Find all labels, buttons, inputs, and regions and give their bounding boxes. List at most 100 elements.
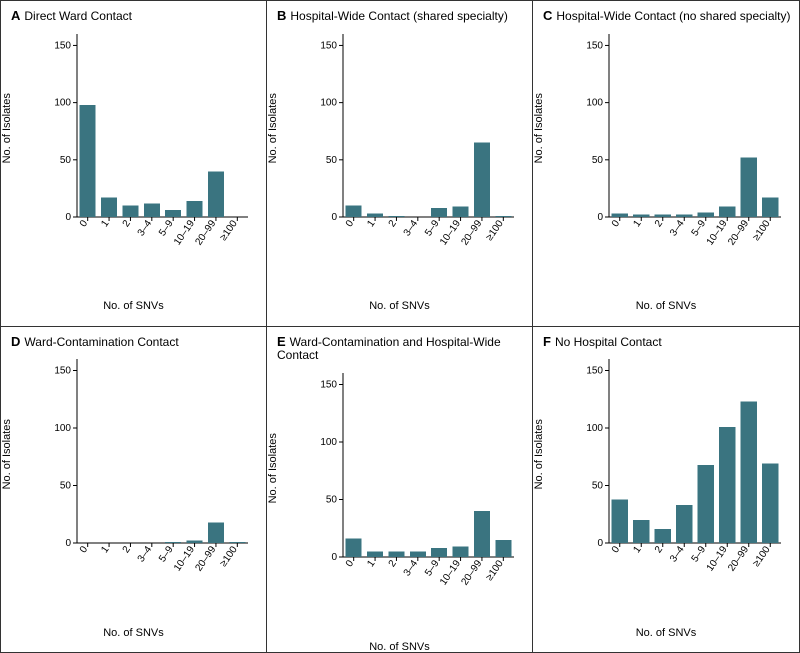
bar (741, 402, 757, 543)
panel-c: CHospital-Wide Contact (no shared specia… (533, 1, 799, 327)
svg-text:0: 0 (344, 558, 356, 569)
bar (346, 539, 362, 557)
bar (676, 215, 692, 217)
bar (101, 197, 117, 216)
svg-text:0: 0 (331, 552, 337, 563)
svg-text:0: 0 (78, 218, 90, 229)
bar (633, 215, 649, 217)
svg-text:≥100: ≥100 (218, 545, 240, 570)
chart-svg: 0501001500123–45–910–1920–99≥100 (581, 32, 785, 247)
svg-text:100: 100 (54, 423, 71, 434)
x-axis-label: No. of SNVs (541, 627, 791, 639)
bar (165, 542, 181, 543)
plot-area: 0501001500123–45–910–1920–99≥100 (315, 371, 518, 587)
bar (431, 208, 447, 217)
x-axis-label: No. of SNVs (9, 300, 258, 312)
panel-title-text: Ward-Contamination Contact (24, 335, 178, 349)
svg-text:20–99: 20–99 (726, 544, 751, 573)
chart-svg: 0501001500123–45–910–1920–99≥100 (315, 32, 518, 247)
bar (655, 215, 671, 217)
bar (346, 206, 362, 217)
plot-area: 0501001500123–45–910–1920–99≥100 (49, 357, 252, 573)
svg-text:10–19: 10–19 (438, 218, 463, 247)
svg-text:3–4: 3–4 (402, 558, 421, 578)
bar (208, 523, 224, 544)
y-axis-label: No. of Isolates (1, 93, 13, 163)
panel-letter: F (543, 334, 551, 349)
svg-text:3–4: 3–4 (136, 218, 155, 238)
panel-letter: E (277, 334, 286, 349)
svg-text:50: 50 (592, 481, 604, 492)
bar (144, 203, 160, 217)
svg-text:20–99: 20–99 (459, 218, 484, 247)
svg-text:50: 50 (326, 495, 338, 506)
svg-text:≥100: ≥100 (218, 218, 240, 243)
plot-area: 0501001500123–45–910–1920–99≥100 (581, 32, 785, 247)
svg-text:5–9: 5–9 (157, 218, 176, 238)
svg-text:50: 50 (326, 155, 338, 166)
svg-text:0: 0 (65, 212, 71, 223)
svg-text:0: 0 (597, 538, 603, 549)
svg-text:1: 1 (632, 218, 644, 229)
panel-a: ADirect Ward ContactNo. of Isolates05010… (1, 1, 267, 327)
svg-text:0: 0 (331, 212, 337, 223)
svg-text:2: 2 (387, 558, 399, 569)
svg-text:≥100: ≥100 (484, 558, 506, 583)
svg-text:2: 2 (121, 544, 133, 555)
svg-text:50: 50 (60, 481, 72, 492)
panel-title: DWard-Contamination Contact (11, 335, 258, 350)
x-axis-label: No. of SNVs (275, 641, 524, 653)
bar (495, 540, 511, 557)
svg-text:10–19: 10–19 (705, 218, 730, 247)
svg-text:0: 0 (610, 544, 622, 555)
svg-text:1: 1 (365, 218, 377, 229)
panel-d: DWard-Contamination ContactNo. of Isolat… (1, 327, 267, 653)
svg-text:≥100: ≥100 (751, 218, 773, 243)
bar (431, 548, 447, 557)
bar (367, 214, 383, 217)
panel-title-text: Direct Ward Contact (24, 9, 132, 23)
bar (698, 212, 714, 217)
bar (762, 197, 778, 216)
panel-title-text: Hospital-Wide Contact (no shared special… (556, 9, 790, 23)
bar (367, 551, 383, 557)
chart-wrap: No. of Isolates0501001500123–45–910–1920… (541, 28, 791, 307)
bar (187, 201, 203, 217)
svg-text:0: 0 (78, 544, 90, 555)
svg-text:1: 1 (632, 544, 644, 555)
svg-text:2: 2 (387, 218, 399, 229)
bar (655, 530, 671, 544)
svg-text:0: 0 (65, 538, 71, 549)
svg-text:150: 150 (54, 40, 71, 51)
chart-wrap: No. of Isolates0501001500123–45–910–1920… (275, 28, 524, 307)
bar (762, 464, 778, 543)
chart-svg: 0501001500123–45–910–1920–99≥100 (315, 371, 518, 587)
bar (229, 542, 245, 543)
bar (187, 541, 203, 543)
svg-text:1: 1 (365, 558, 377, 569)
bar (719, 207, 735, 217)
panel-title: BHospital-Wide Contact (shared specialty… (277, 9, 524, 24)
plot-area: 0501001500123–45–910–1920–99≥100 (581, 357, 785, 573)
svg-text:2: 2 (121, 218, 133, 229)
bar (474, 143, 490, 217)
svg-text:≥100: ≥100 (751, 545, 773, 570)
y-axis-label: No. of Isolates (267, 93, 279, 163)
chart-wrap: No. of Isolates0501001500123–45–910–1920… (9, 353, 258, 633)
panel-e: EWard-Contamination and Hospital-Wide Co… (267, 327, 533, 653)
plot-area: 0501001500123–45–910–1920–99≥100 (49, 32, 252, 247)
svg-text:150: 150 (320, 380, 337, 391)
y-axis-label: No. of Isolates (533, 93, 545, 163)
bar (165, 210, 181, 217)
svg-text:5–9: 5–9 (690, 544, 709, 564)
svg-text:20–99: 20–99 (193, 544, 218, 573)
svg-text:100: 100 (54, 98, 71, 109)
svg-text:10–19: 10–19 (172, 218, 197, 247)
svg-text:5–9: 5–9 (690, 218, 709, 238)
bar (453, 207, 469, 217)
svg-text:20–99: 20–99 (193, 218, 218, 247)
panel-f: FNo Hospital ContactNo. of Isolates05010… (533, 327, 799, 653)
chart-wrap: No. of Isolates0501001500123–45–910–1920… (541, 353, 791, 633)
svg-text:10–19: 10–19 (705, 544, 730, 573)
svg-text:150: 150 (586, 366, 603, 377)
